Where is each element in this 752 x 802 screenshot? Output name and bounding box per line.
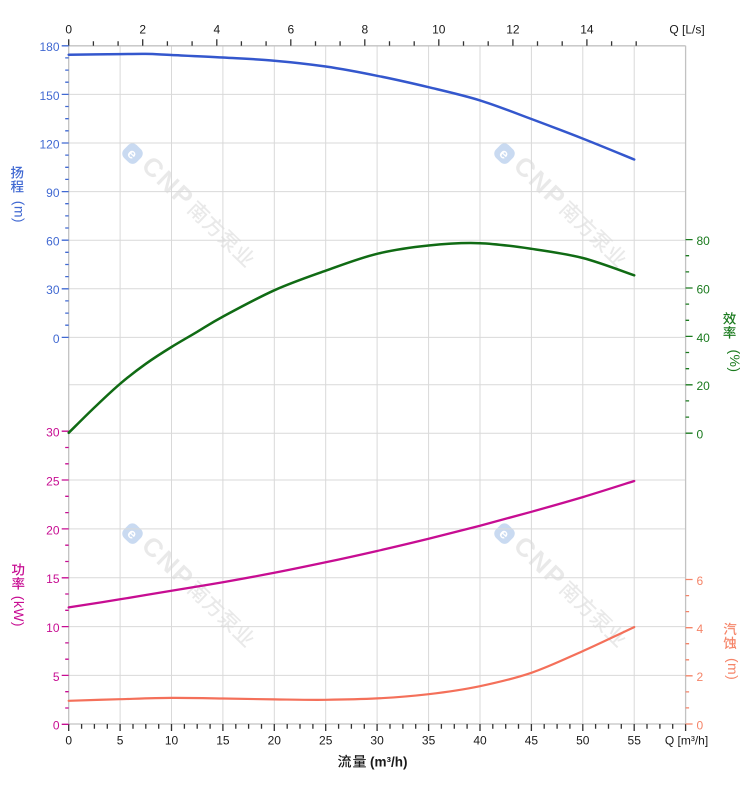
svg-text:(%): (%) xyxy=(727,350,743,373)
svg-text:30: 30 xyxy=(46,426,60,440)
svg-text:(kW): (kW) xyxy=(11,596,27,627)
svg-text:5: 5 xyxy=(53,670,60,684)
svg-text:0: 0 xyxy=(697,428,704,442)
svg-text:120: 120 xyxy=(39,137,59,151)
svg-text:0: 0 xyxy=(65,734,72,748)
svg-text:45: 45 xyxy=(525,734,539,748)
svg-text:20: 20 xyxy=(697,379,711,393)
svg-text:4: 4 xyxy=(213,23,220,37)
svg-text:10: 10 xyxy=(165,734,179,748)
svg-text:(m): (m) xyxy=(725,658,741,680)
svg-text:(m): (m) xyxy=(12,201,28,223)
svg-text:40: 40 xyxy=(697,331,711,345)
svg-text:150: 150 xyxy=(39,89,59,103)
svg-text:0: 0 xyxy=(65,23,72,37)
svg-text:35: 35 xyxy=(422,734,436,748)
svg-text:80: 80 xyxy=(697,234,711,248)
svg-text:20: 20 xyxy=(268,734,282,748)
svg-text:14: 14 xyxy=(580,23,594,37)
svg-text:25: 25 xyxy=(46,474,60,488)
svg-text:2: 2 xyxy=(139,23,146,37)
svg-text:10: 10 xyxy=(432,23,446,37)
svg-text:90: 90 xyxy=(46,186,60,200)
svg-text:8: 8 xyxy=(361,23,368,37)
svg-text:20: 20 xyxy=(46,523,60,537)
svg-text:10: 10 xyxy=(46,621,60,635)
svg-text:60: 60 xyxy=(697,282,711,296)
svg-text:25: 25 xyxy=(319,734,333,748)
svg-text:Q [m³/h]: Q [m³/h] xyxy=(665,734,708,748)
svg-text:40: 40 xyxy=(473,734,487,748)
svg-text:4: 4 xyxy=(697,622,704,636)
svg-text:30: 30 xyxy=(370,734,384,748)
svg-text:55: 55 xyxy=(628,734,642,748)
svg-text:15: 15 xyxy=(46,572,60,586)
svg-text:30: 30 xyxy=(46,283,60,297)
svg-text:50: 50 xyxy=(576,734,590,748)
svg-text:12: 12 xyxy=(506,23,520,37)
svg-text:Q [L/s]: Q [L/s] xyxy=(669,23,704,37)
svg-text:5: 5 xyxy=(117,734,124,748)
svg-text:180: 180 xyxy=(39,40,59,54)
svg-text:(m³/h): (m³/h) xyxy=(370,755,408,770)
svg-text:6: 6 xyxy=(287,23,294,37)
svg-text:0: 0 xyxy=(53,719,60,733)
svg-text:15: 15 xyxy=(216,734,230,748)
svg-text:2: 2 xyxy=(697,670,704,684)
svg-text:0: 0 xyxy=(53,332,60,346)
svg-text:60: 60 xyxy=(46,235,60,249)
svg-text:6: 6 xyxy=(697,574,704,588)
svg-text:0: 0 xyxy=(697,718,704,732)
